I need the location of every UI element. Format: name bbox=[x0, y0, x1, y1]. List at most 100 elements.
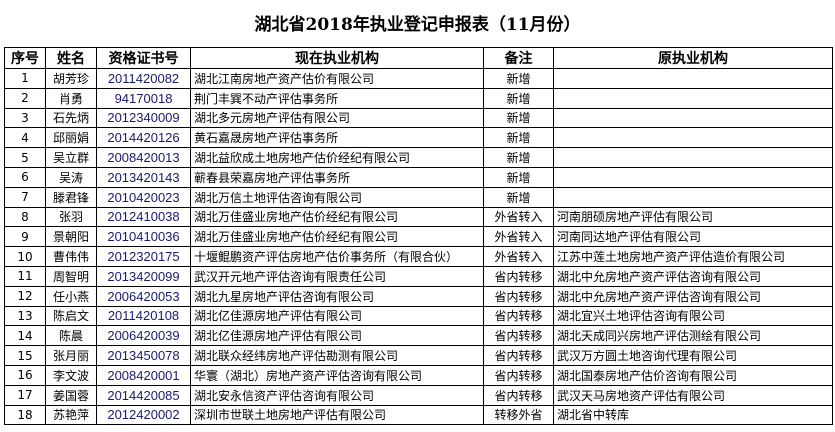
cell-remark: 省内转移 bbox=[483, 345, 554, 366]
header-seq: 序号 bbox=[4, 47, 46, 69]
table-row: 8 张羽 2012410038 湖北万佳盛业房地产估价经纪有限公司 外省转入 河南朋硕房地… bbox=[4, 206, 833, 228]
cell-seq: 6 bbox=[4, 166, 46, 188]
cell-previous-org: 河南同达地产评估有限公司 bbox=[553, 226, 833, 248]
cell-seq: 8 bbox=[4, 206, 46, 228]
cell-cert-no: 2008420013 bbox=[96, 147, 191, 168]
cell-previous-org bbox=[553, 147, 833, 168]
cell-seq: 5 bbox=[4, 147, 46, 168]
cell-seq: 17 bbox=[4, 384, 46, 406]
table-row: 17 姜国蓉 2014420085 湖北安永信资产评估咨询有限公司 省内转移 武汉天马房地… bbox=[4, 384, 833, 406]
cell-remark: 外省转入 bbox=[483, 226, 554, 248]
cell-name: 陈启文 bbox=[45, 305, 97, 327]
table-row: 7 滕君锋 2010420023 湖北万信土地评估咨询有限公司 新增 bbox=[4, 186, 833, 208]
cell-cert-no: 2010410036 bbox=[96, 226, 191, 248]
cell-previous-org: 湖北天成同兴房地产评估测绘有限公司 bbox=[553, 325, 833, 347]
cell-name: 张月丽 bbox=[45, 345, 97, 366]
cell-cert-no: 2010420023 bbox=[96, 186, 191, 208]
cell-seq: 9 bbox=[4, 226, 46, 248]
table-row: 9 景朝阳 2010410036 湖北万佳盛业房地产估价经纪有限公司 外省转入 河南同达地… bbox=[4, 226, 833, 248]
cell-cert-no: 2014420085 bbox=[96, 384, 191, 406]
cell-name: 陈晨 bbox=[45, 325, 97, 347]
registration-table: 序号 姓名 资格证书号 现在执业机构 备注 原执业机构 1 胡芳珍 2011420082 湖北江… bbox=[4, 47, 833, 426]
cell-remark: 新增 bbox=[483, 127, 554, 149]
cell-name: 曹伟伟 bbox=[45, 246, 97, 267]
cell-previous-org: 武汉万方圆土地咨询代理有限公司 bbox=[553, 345, 833, 366]
cell-name: 任小燕 bbox=[45, 285, 97, 307]
table-row: 10 曹伟伟 2012320175 十堰鲲鹏资产评估房地产估价事务所（有限合伙） 外省转… bbox=[4, 246, 833, 267]
cell-cert-no: 2012410038 bbox=[96, 206, 191, 228]
cell-current-org: 湖北多元房地产评估有限公司 bbox=[190, 107, 484, 129]
table-row: 1 胡芳珍 2011420082 湖北江南房地产资产估价有限公司 新增 bbox=[4, 68, 833, 89]
cell-name: 周智明 bbox=[45, 265, 97, 287]
cell-current-org: 蕲春县荣嘉房地产评估事务所 bbox=[190, 166, 484, 188]
cell-seq: 7 bbox=[4, 186, 46, 208]
header-cert-no: 资格证书号 bbox=[96, 47, 191, 69]
cell-cert-no: 2013420099 bbox=[96, 265, 191, 287]
header-name: 姓名 bbox=[45, 47, 97, 69]
cell-remark: 省内转移 bbox=[483, 325, 554, 347]
cell-previous-org: 湖北国泰房地产估价咨询有限公司 bbox=[553, 364, 833, 386]
cell-current-org: 武汉开元地产评估咨询有限责任公司 bbox=[190, 265, 484, 287]
cell-seq: 18 bbox=[4, 404, 46, 426]
cell-cert-no: 2012340009 bbox=[96, 107, 191, 129]
cell-name: 张羽 bbox=[45, 206, 97, 228]
table-row: 11 周智明 2013420099 武汉开元地产评估咨询有限责任公司 省内转移 湖北中允房… bbox=[4, 265, 833, 287]
cell-name: 石先炳 bbox=[45, 107, 97, 129]
table-row: 18 苏艳萍 2012420002 深圳市世联土地房地产评估有限公司 转移外省 湖北省中转… bbox=[4, 404, 833, 426]
cell-cert-no: 2008420001 bbox=[96, 364, 191, 386]
cell-current-org: 湖北江南房地产资产估价有限公司 bbox=[190, 68, 484, 89]
table-row: 2 肖勇 94170018 荆门丰巽不动产评估事务所 新增 bbox=[4, 87, 833, 109]
cell-seq: 4 bbox=[4, 127, 46, 149]
cell-seq: 15 bbox=[4, 345, 46, 366]
cell-cert-no: 2011420108 bbox=[96, 305, 191, 327]
cell-current-org: 华寰（湖北）房地产资产评估咨询有限公司 bbox=[190, 364, 484, 386]
cell-name: 邱丽娟 bbox=[45, 127, 97, 149]
cell-remark: 新增 bbox=[483, 107, 554, 129]
header-current-org: 现在执业机构 bbox=[190, 47, 484, 69]
cell-name: 李文波 bbox=[45, 364, 97, 386]
cell-seq: 2 bbox=[4, 87, 46, 109]
cell-seq: 1 bbox=[4, 68, 46, 89]
cell-previous-org: 湖北中允房地产资产评估咨询有限公司 bbox=[553, 285, 833, 307]
cell-current-org: 湖北万信土地评估咨询有限公司 bbox=[190, 186, 484, 208]
cell-cert-no: 2013420143 bbox=[96, 166, 191, 188]
cell-remark: 新增 bbox=[483, 186, 554, 208]
cell-previous-org bbox=[553, 68, 833, 89]
cell-name: 吴立群 bbox=[45, 147, 97, 168]
cell-previous-org bbox=[553, 87, 833, 109]
cell-remark: 省内转移 bbox=[483, 364, 554, 386]
cell-cert-no: 2013450078 bbox=[96, 345, 191, 366]
cell-seq: 3 bbox=[4, 107, 46, 129]
cell-cert-no: 2006420039 bbox=[96, 325, 191, 347]
cell-remark: 外省转入 bbox=[483, 206, 554, 228]
cell-seq: 14 bbox=[4, 325, 46, 347]
cell-previous-org bbox=[553, 107, 833, 129]
cell-name: 滕君锋 bbox=[45, 186, 97, 208]
cell-remark: 新增 bbox=[483, 87, 554, 109]
table-row: 6 吴涛 2013420143 蕲春县荣嘉房地产评估事务所 新增 bbox=[4, 166, 833, 188]
cell-cert-no: 94170018 bbox=[96, 87, 191, 109]
cell-remark: 转移外省 bbox=[483, 404, 554, 426]
cell-previous-org: 河南朋硕房地产评估有限公司 bbox=[553, 206, 833, 228]
cell-previous-org: 湖北中允房地产资产评估咨询有限公司 bbox=[553, 265, 833, 287]
cell-remark: 外省转入 bbox=[483, 246, 554, 267]
table-row: 16 李文波 2008420001 华寰（湖北）房地产资产评估咨询有限公司 省内转移 湖北… bbox=[4, 364, 833, 386]
cell-current-org: 湖北亿佳源房地产评估有限公司 bbox=[190, 305, 484, 327]
table-row: 14 陈晨 2006420039 湖北亿佳源房地产评估有限公司 省内转移 湖北天成同兴房地… bbox=[4, 325, 833, 347]
cell-seq: 11 bbox=[4, 265, 46, 287]
page-title: 湖北省2018年执业登记申报表（11月份） bbox=[254, 15, 581, 35]
cell-current-org: 黄石嘉晟房地产评估事务所 bbox=[190, 127, 484, 149]
cell-remark: 新增 bbox=[483, 147, 554, 168]
table-row: 15 张月丽 2013450078 湖北联众经纬房地产评估勘测有限公司 省内转移 武汉万方… bbox=[4, 345, 833, 366]
cell-current-org: 湖北益欣成土地房地产估价经纪有限公司 bbox=[190, 147, 484, 168]
cell-remark: 新增 bbox=[483, 166, 554, 188]
cell-current-org: 湖北联众经纬房地产评估勘测有限公司 bbox=[190, 345, 484, 366]
cell-remark: 省内转移 bbox=[483, 265, 554, 287]
cell-previous-org bbox=[553, 166, 833, 188]
cell-name: 胡芳珍 bbox=[45, 68, 97, 89]
table-row: 13 陈启文 2011420108 湖北亿佳源房地产评估有限公司 省内转移 湖北宜兴土地评… bbox=[4, 305, 833, 327]
cell-seq: 13 bbox=[4, 305, 46, 327]
cell-cert-no: 2014420126 bbox=[96, 127, 191, 149]
cell-cert-no: 2012420002 bbox=[96, 404, 191, 426]
cell-current-org: 湖北万佳盛业房地产估价经纪有限公司 bbox=[190, 226, 484, 248]
